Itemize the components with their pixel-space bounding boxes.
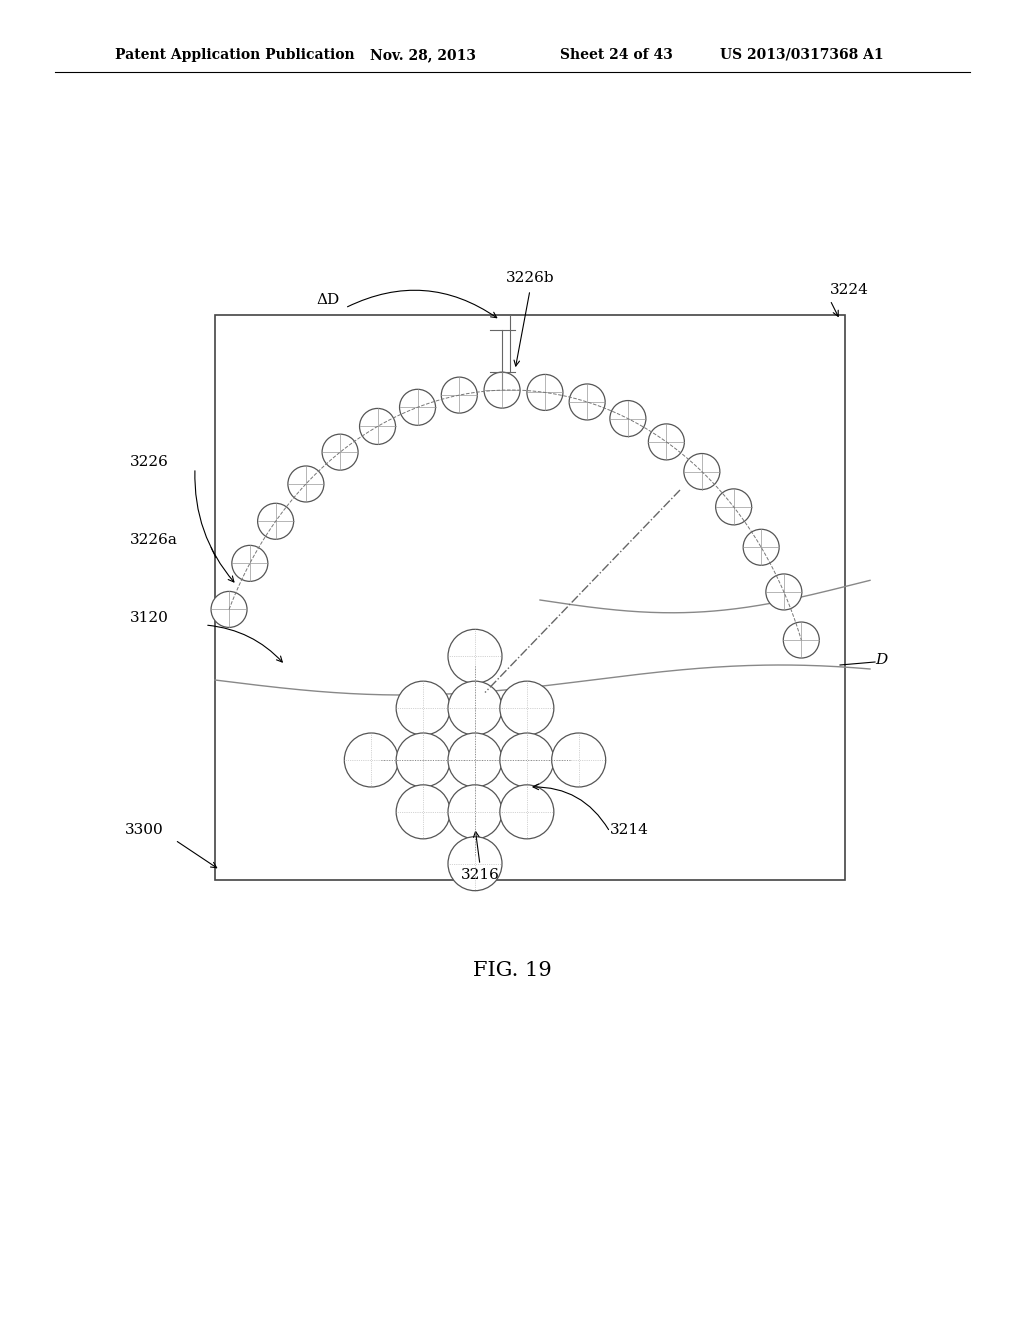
Ellipse shape [527,375,563,411]
Text: FIG. 19: FIG. 19 [473,961,551,979]
Bar [215,315,845,880]
Ellipse shape [684,454,720,490]
Ellipse shape [396,785,451,838]
Ellipse shape [344,733,398,787]
Ellipse shape [500,785,554,838]
Ellipse shape [449,681,502,735]
Ellipse shape [211,591,247,627]
Text: Nov. 28, 2013: Nov. 28, 2013 [370,48,476,62]
Text: 3120: 3120 [130,611,169,624]
Text: 3224: 3224 [830,282,869,297]
Text: Sheet 24 of 43: Sheet 24 of 43 [560,48,673,62]
Text: ΔD: ΔD [316,293,340,308]
Text: 3300: 3300 [125,822,164,837]
Ellipse shape [766,574,802,610]
Ellipse shape [449,630,502,684]
Text: 3226b: 3226b [506,271,554,285]
Text: 3216: 3216 [461,869,500,882]
Ellipse shape [449,785,502,838]
Ellipse shape [449,837,502,891]
Ellipse shape [569,384,605,420]
Ellipse shape [716,488,752,525]
Ellipse shape [441,378,477,413]
Text: D: D [874,653,887,667]
Text: 3226a: 3226a [130,533,178,546]
Ellipse shape [359,408,395,445]
Ellipse shape [783,622,819,659]
Ellipse shape [323,434,358,470]
Text: Patent Application Publication: Patent Application Publication [115,48,354,62]
Ellipse shape [449,733,502,787]
Ellipse shape [500,733,554,787]
Ellipse shape [288,466,324,502]
Text: 3214: 3214 [610,822,649,837]
Text: 3226: 3226 [130,455,169,469]
Ellipse shape [399,389,435,425]
Text: US 2013/0317368 A1: US 2013/0317368 A1 [720,48,884,62]
Ellipse shape [396,681,451,735]
Ellipse shape [500,681,554,735]
Ellipse shape [648,424,684,459]
Ellipse shape [231,545,268,581]
Ellipse shape [258,503,294,540]
Ellipse shape [484,372,520,408]
Ellipse shape [610,400,646,437]
Ellipse shape [552,733,605,787]
Ellipse shape [743,529,779,565]
Ellipse shape [396,733,451,787]
